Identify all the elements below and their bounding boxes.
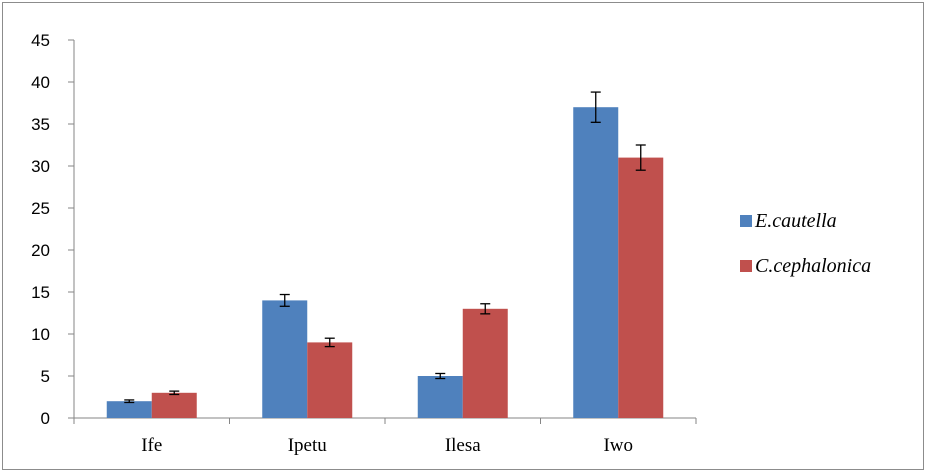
y-tick-label: 25 bbox=[31, 199, 50, 218]
y-tick-label: 10 bbox=[31, 325, 50, 344]
x-tick-label: Iwo bbox=[603, 435, 633, 456]
x-tick-label: Ife bbox=[141, 435, 162, 456]
x-tick-label: Ipetu bbox=[288, 435, 328, 456]
y-tick-label: 0 bbox=[41, 409, 50, 428]
bar bbox=[307, 342, 353, 418]
chart-legend: E.cautella C.cephalonica bbox=[740, 210, 871, 277]
legend-swatch bbox=[740, 260, 752, 272]
y-tick-label: 20 bbox=[31, 241, 50, 260]
y-tick-label: 35 bbox=[31, 115, 50, 134]
y-tick-label: 15 bbox=[31, 283, 50, 302]
bar bbox=[106, 401, 152, 418]
y-tick-label: 30 bbox=[31, 157, 50, 176]
bar bbox=[417, 376, 463, 418]
y-tick-label: 40 bbox=[31, 73, 50, 92]
chart-bars bbox=[106, 91, 664, 418]
bar bbox=[573, 107, 619, 418]
legend-label: E.cautella bbox=[754, 210, 837, 232]
bar bbox=[151, 392, 197, 418]
bar bbox=[618, 157, 664, 418]
y-tick-label: 45 bbox=[31, 31, 50, 50]
x-tick-label: Ilesa bbox=[445, 435, 481, 456]
bar bbox=[262, 300, 308, 418]
legend-label: C.cephalonica bbox=[755, 255, 871, 277]
legend-swatch bbox=[740, 215, 752, 227]
bar bbox=[462, 308, 508, 418]
y-tick-label: 5 bbox=[41, 367, 50, 386]
